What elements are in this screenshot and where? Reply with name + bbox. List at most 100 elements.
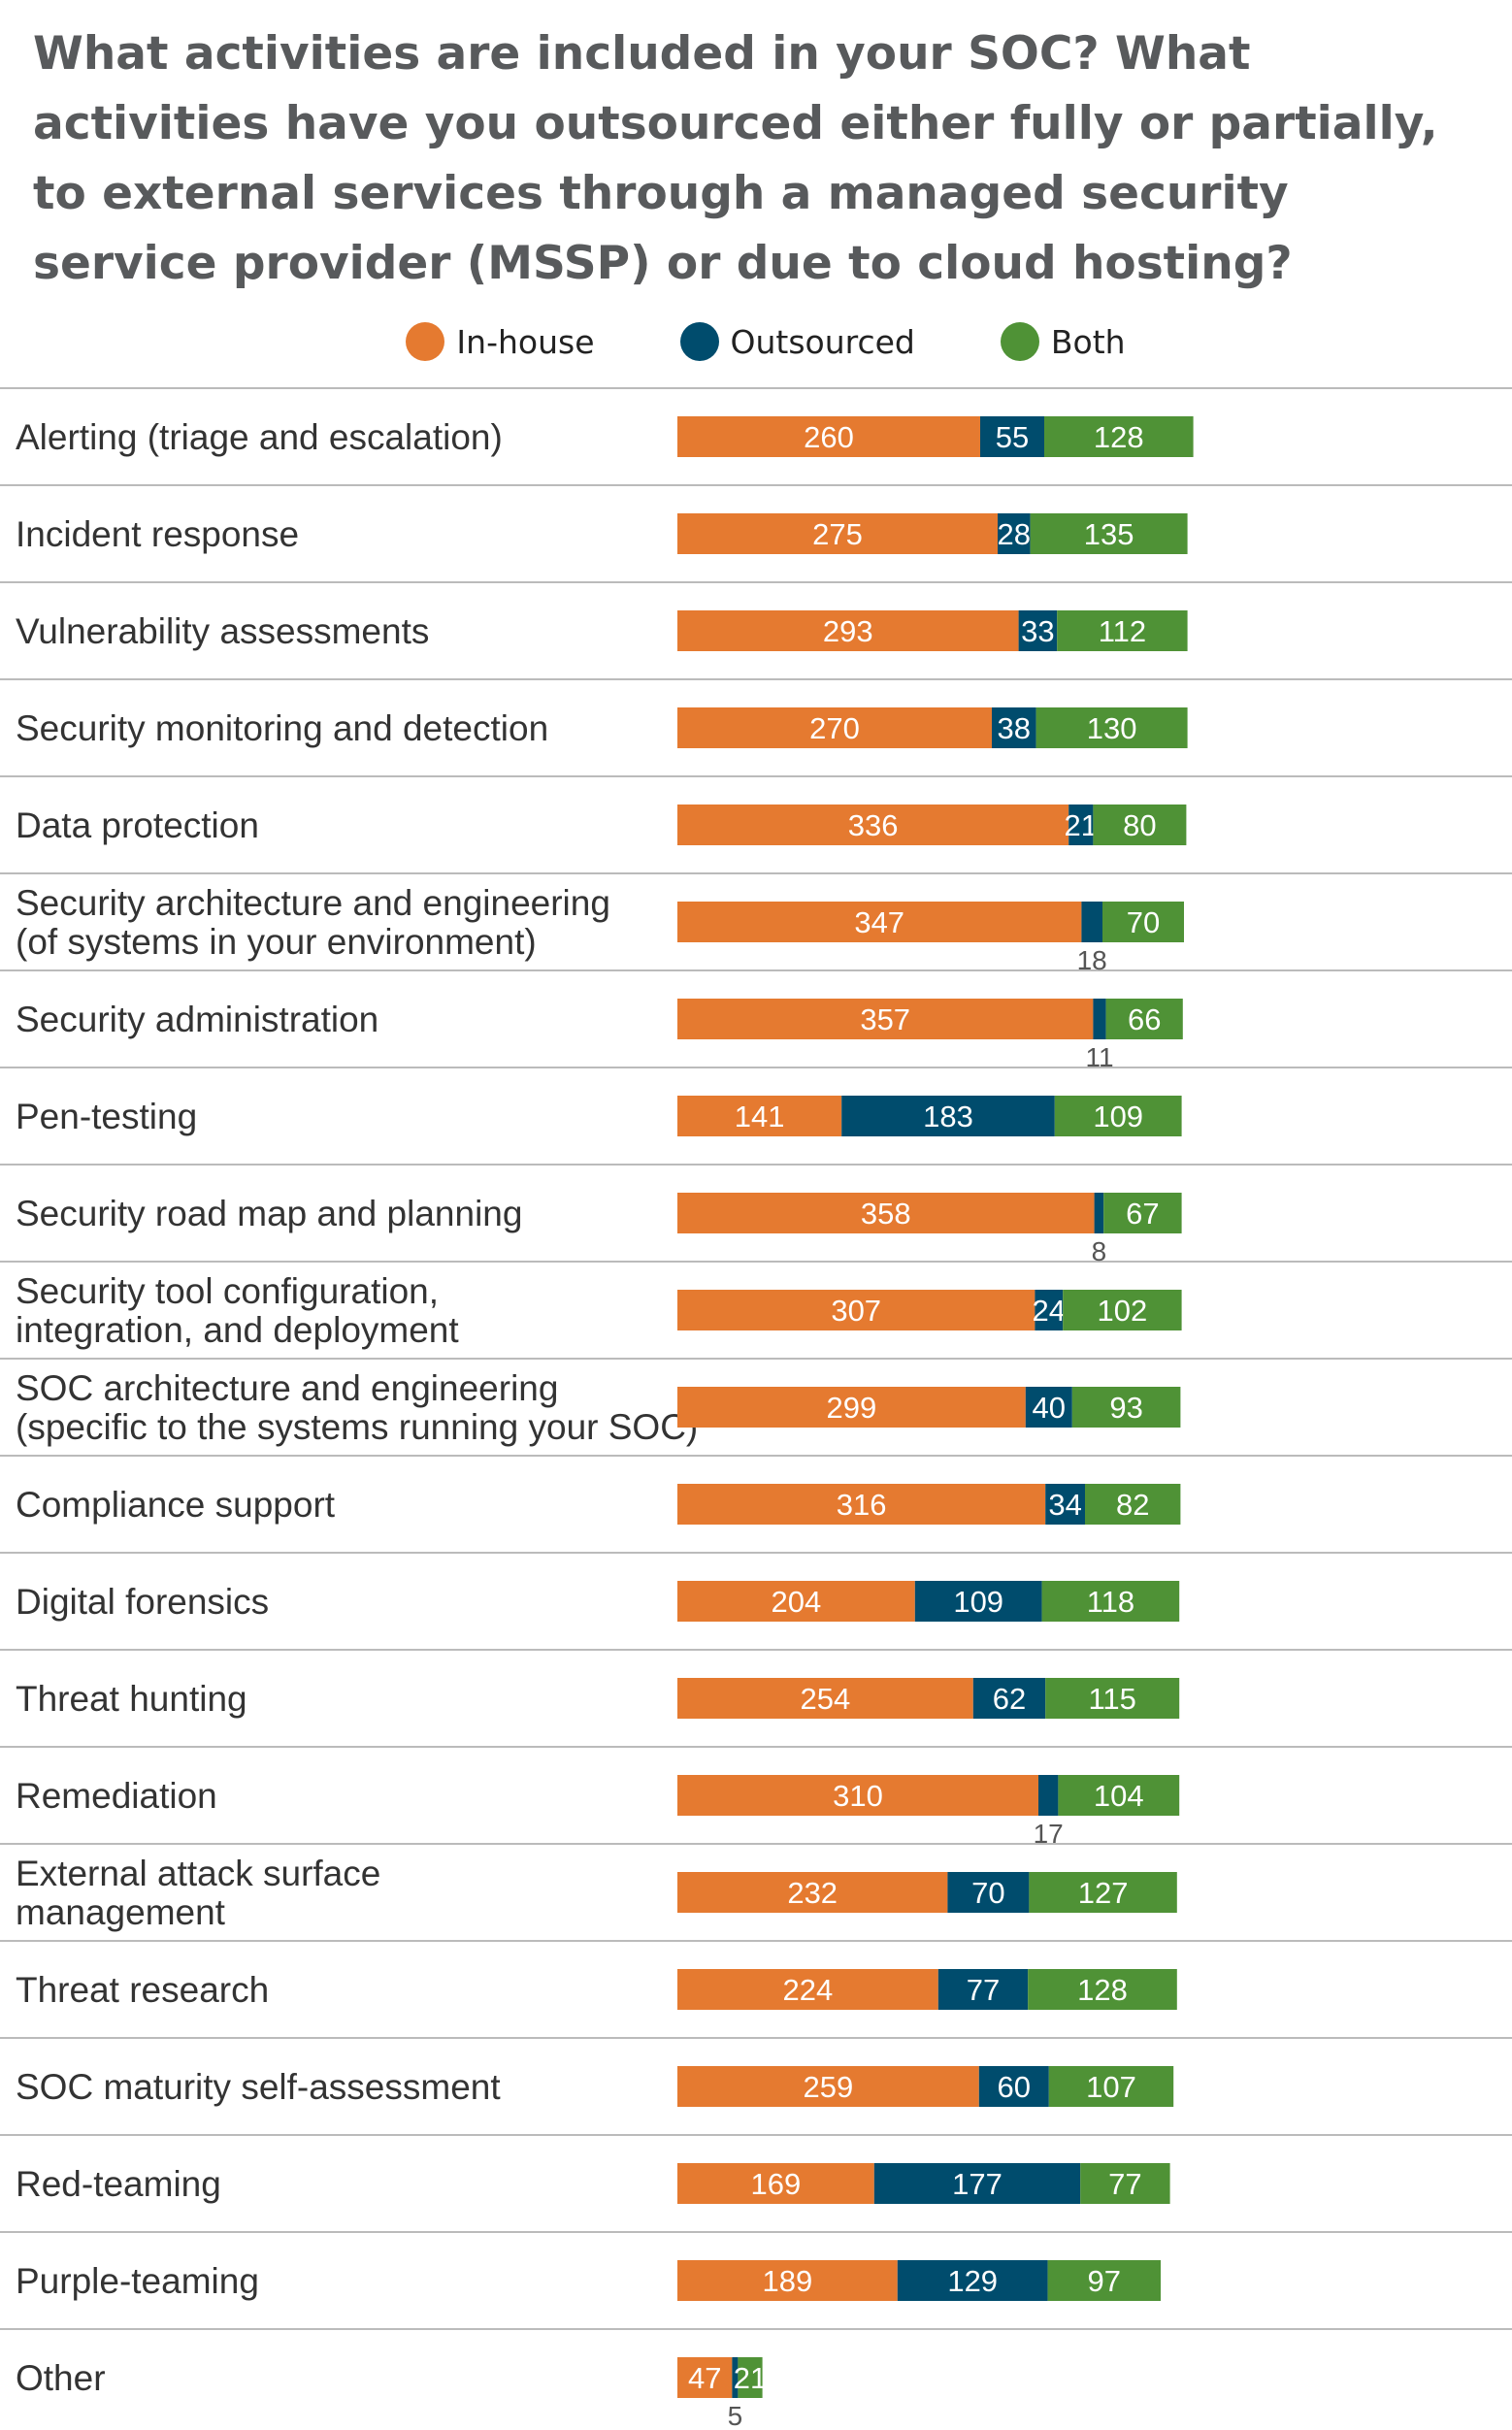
row-label-red-teaming: Red-teaming xyxy=(16,2164,221,2204)
row-label-other: Other xyxy=(16,2358,106,2398)
bar-value-outsourced: 55 xyxy=(996,420,1029,454)
bar-segment-both xyxy=(1048,2066,1174,2107)
bar-value-outsourced: 177 xyxy=(952,2167,1003,2201)
bar-value-in-house: 310 xyxy=(833,1779,883,1813)
bar-value-in-house: 141 xyxy=(735,1100,785,1133)
bar-segment-in-house xyxy=(677,1775,1038,1816)
row-label-soc-maturity-self-assessment: SOC maturity self-assessment xyxy=(16,2067,501,2107)
bar-value-outsourced: 33 xyxy=(1021,614,1054,648)
bar-value-outsourced: 70 xyxy=(971,1876,1004,1910)
bar-segment-both xyxy=(1105,999,1183,1039)
bar-value-both: 130 xyxy=(1087,711,1137,745)
bar-value-in-house: 260 xyxy=(804,420,854,454)
bar-segment-outsourced xyxy=(1035,1290,1064,1330)
bar-segment-both xyxy=(1045,1678,1180,1719)
row-label-security-architecture-and-engineering-of-systems-in-your-environment: Security architecture and engineering (of… xyxy=(16,883,610,962)
legend-swatch xyxy=(679,322,719,361)
bar-segment-both xyxy=(1058,1775,1180,1816)
bar-segment-in-house xyxy=(677,2260,898,2301)
bar-value-both: 80 xyxy=(1123,808,1156,842)
bar-segment-both xyxy=(1063,1290,1182,1330)
bar-value-in-house: 169 xyxy=(751,2167,802,2201)
bar-segment-in-house xyxy=(677,1193,1095,1233)
bar-value-both: 21 xyxy=(734,2361,767,2395)
row-label-security-road-map-and-planning: Security road map and planning xyxy=(16,1194,522,1233)
bar-value-outsourced: 17 xyxy=(1034,1819,1064,1849)
bar-value-outsourced: 183 xyxy=(923,1100,973,1133)
bar-segment-in-house xyxy=(677,513,998,554)
bar-segment-both xyxy=(1029,1872,1177,1913)
bar-segment-outsourced xyxy=(1045,1484,1085,1525)
bar-segment-outsourced xyxy=(1018,610,1058,651)
bar-segment-both xyxy=(1102,902,1184,942)
row-label-compliance-support: Compliance support xyxy=(16,1485,336,1525)
bar-value-both: 93 xyxy=(1109,1391,1142,1425)
bar-value-both: 67 xyxy=(1126,1197,1159,1231)
bar-value-both: 104 xyxy=(1094,1779,1144,1813)
bar-segment-both xyxy=(1080,2163,1170,2204)
legend-swatch xyxy=(1000,322,1039,361)
chart-title: What activities are included in your SOC… xyxy=(33,27,1438,290)
bar-value-outsourced: 38 xyxy=(998,711,1031,745)
bar-segment-outsourced xyxy=(998,513,1031,554)
bar-value-outsourced: 109 xyxy=(953,1585,1003,1619)
row-label-external-attack-surface-management: External attack surface management xyxy=(16,1854,380,1932)
bar-value-in-house: 347 xyxy=(854,905,904,939)
bar-segment-outsourced xyxy=(937,1969,1029,2010)
bar-segment-outsourced xyxy=(914,1581,1042,1622)
legend-label: Outsourced xyxy=(730,322,915,361)
bar-segment-both xyxy=(1093,805,1187,845)
bar-segment-both xyxy=(1047,2260,1161,2301)
bar-segment-in-house xyxy=(677,1969,938,2010)
bar-segment-in-house xyxy=(677,610,1019,651)
row-label-remediation: Remediation xyxy=(16,1776,217,1816)
bar-segment-outsourced xyxy=(873,2163,1081,2204)
bar-value-outsourced: 24 xyxy=(1033,1294,1066,1328)
row-label-purple-teaming: Purple-teaming xyxy=(16,2261,259,2301)
bar-segment-outsourced xyxy=(897,2260,1048,2301)
legend-label: In-house xyxy=(456,322,595,361)
bar-value-in-house: 275 xyxy=(812,517,863,551)
bar-segment-outsourced xyxy=(1094,1193,1104,1233)
bar-segment-outsourced xyxy=(1038,1775,1059,1816)
bar-segment-outsourced xyxy=(1093,999,1106,1039)
bar-value-in-house: 316 xyxy=(837,1488,887,1522)
bar-value-both: 118 xyxy=(1087,1585,1134,1619)
bar-segment-both xyxy=(1071,1387,1181,1428)
bar-value-in-house: 189 xyxy=(763,2264,813,2298)
bar-segment-in-house xyxy=(677,707,992,748)
bar-value-in-house: 254 xyxy=(801,1682,851,1716)
bar-value-outsourced: 77 xyxy=(967,1973,1000,2007)
bar-segment-outsourced xyxy=(1081,902,1102,942)
bar-segment-in-house xyxy=(677,416,980,457)
bar-value-outsourced: 62 xyxy=(993,1682,1026,1716)
bar-segment-in-house xyxy=(677,902,1082,942)
bar-value-both: 107 xyxy=(1086,2070,1136,2104)
bar-value-both: 66 xyxy=(1128,1002,1161,1036)
row-label-threat-hunting: Threat hunting xyxy=(16,1679,247,1719)
bar-value-both: 97 xyxy=(1088,2264,1121,2298)
bar-value-outsourced: 28 xyxy=(998,517,1031,551)
bar-value-in-house: 270 xyxy=(809,711,860,745)
bar-segment-both xyxy=(1041,1581,1180,1622)
row-label-security-tool-configuration-integration-and-deployment: Security tool configuration, integration,… xyxy=(16,1271,459,1350)
bar-value-in-house: 232 xyxy=(787,1876,838,1910)
bar-segment-both xyxy=(1035,707,1188,748)
legend-item-both: Both xyxy=(1000,322,1126,361)
bar-value-both: 115 xyxy=(1088,1682,1135,1716)
bar-segment-in-house xyxy=(677,1678,973,1719)
bar-segment-outsourced xyxy=(978,2066,1049,2107)
bar-value-outsourced: 8 xyxy=(1092,1236,1107,1266)
bar-value-outsourced: 60 xyxy=(998,2070,1031,2104)
bar-value-in-house: 204 xyxy=(772,1585,822,1619)
bar-segment-in-house xyxy=(677,1581,915,1622)
bar-value-both: 102 xyxy=(1098,1294,1148,1328)
bar-value-both: 128 xyxy=(1077,1973,1128,2007)
bar-value-in-house: 336 xyxy=(848,808,899,842)
bar-segment-in-house xyxy=(677,2066,979,2107)
row-label-vulnerability-assessments: Vulnerability assessments xyxy=(16,611,429,651)
bar-segment-outsourced xyxy=(1068,805,1094,845)
bar-segment-outsourced xyxy=(980,416,1044,457)
bar-value-both: 77 xyxy=(1108,2167,1141,2201)
bar-segment-in-house xyxy=(677,805,1069,845)
